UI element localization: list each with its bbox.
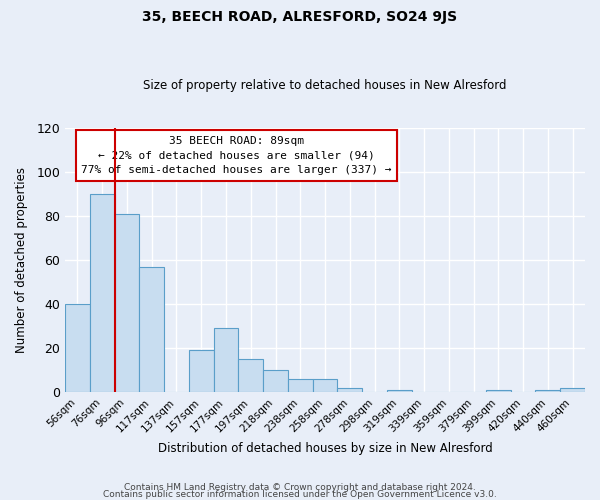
Bar [313,378,337,392]
Bar [139,266,164,392]
Bar [90,194,115,392]
Y-axis label: Number of detached properties: Number of detached properties [15,167,28,353]
Bar [214,328,238,392]
Bar [560,388,585,392]
Bar [387,390,412,392]
Text: Contains HM Land Registry data © Crown copyright and database right 2024.: Contains HM Land Registry data © Crown c… [124,484,476,492]
Bar [486,390,511,392]
Text: 35 BEECH ROAD: 89sqm
← 22% of detached houses are smaller (94)
77% of semi-detac: 35 BEECH ROAD: 89sqm ← 22% of detached h… [82,136,392,175]
Bar [65,304,90,392]
Text: 35, BEECH ROAD, ALRESFORD, SO24 9JS: 35, BEECH ROAD, ALRESFORD, SO24 9JS [142,10,458,24]
Bar [263,370,288,392]
Bar [337,388,362,392]
Bar [189,350,214,392]
X-axis label: Distribution of detached houses by size in New Alresford: Distribution of detached houses by size … [158,442,493,455]
Bar [238,359,263,392]
Bar [288,378,313,392]
Bar [535,390,560,392]
Title: Size of property relative to detached houses in New Alresford: Size of property relative to detached ho… [143,79,507,92]
Bar [115,214,139,392]
Text: Contains public sector information licensed under the Open Government Licence v3: Contains public sector information licen… [103,490,497,499]
